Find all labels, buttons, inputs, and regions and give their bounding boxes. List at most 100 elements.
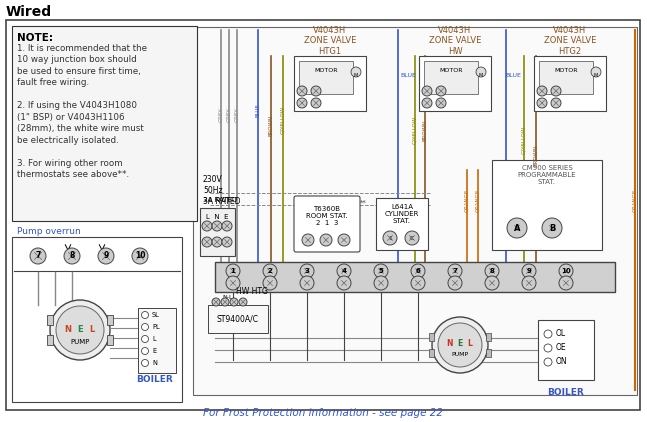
Bar — [534, 56, 606, 111]
Text: **: ** — [360, 200, 367, 206]
Circle shape — [202, 237, 212, 247]
Circle shape — [559, 276, 573, 290]
Text: V4043H
ZONE VALVE
HTG2: V4043H ZONE VALVE HTG2 — [544, 26, 596, 56]
Text: L: L — [152, 336, 156, 342]
Text: 1: 1 — [388, 235, 392, 241]
Text: N-L: N-L — [223, 295, 234, 300]
Circle shape — [297, 98, 307, 108]
Circle shape — [411, 276, 425, 290]
Text: G/YELLOW: G/YELLOW — [281, 106, 285, 134]
Circle shape — [30, 248, 46, 264]
Text: L: L — [89, 325, 94, 335]
Circle shape — [438, 323, 482, 367]
Circle shape — [311, 86, 321, 96]
Text: 7: 7 — [452, 268, 457, 274]
Text: 8: 8 — [69, 252, 74, 260]
Text: 3A RATED: 3A RATED — [203, 197, 237, 203]
Text: SL: SL — [152, 312, 160, 318]
Bar — [107, 335, 113, 345]
Circle shape — [202, 221, 212, 231]
Circle shape — [485, 264, 499, 278]
Text: 1: 1 — [230, 268, 236, 274]
Circle shape — [448, 276, 462, 290]
Text: MOTOR: MOTOR — [554, 68, 578, 73]
FancyBboxPatch shape — [294, 196, 360, 252]
Text: BLUE: BLUE — [505, 73, 521, 78]
Circle shape — [142, 324, 149, 330]
Text: MOTOR: MOTOR — [439, 68, 463, 73]
Circle shape — [222, 221, 232, 231]
Bar — [419, 56, 491, 111]
Circle shape — [263, 276, 277, 290]
Text: V4043H
ZONE VALVE
HTG1: V4043H ZONE VALVE HTG1 — [304, 26, 356, 56]
Text: 1. It is recommended that the
10 way junction box should
be used to ensure first: 1. It is recommended that the 10 way jun… — [17, 44, 147, 179]
Text: L: L — [468, 338, 472, 347]
Bar — [138, 308, 176, 373]
Text: 3: 3 — [305, 268, 309, 274]
Text: BROWN: BROWN — [534, 144, 538, 165]
Circle shape — [300, 276, 314, 290]
Bar — [376, 198, 428, 250]
Bar — [429, 333, 434, 341]
Text: G/YELLOW: G/YELLOW — [521, 126, 527, 154]
Circle shape — [320, 234, 332, 246]
Circle shape — [485, 276, 499, 290]
Text: PUMP: PUMP — [71, 339, 90, 345]
Text: N: N — [152, 360, 157, 366]
Circle shape — [142, 311, 149, 319]
Text: CM900 SERIES
PROGRAMMABLE
STAT.: CM900 SERIES PROGRAMMABLE STAT. — [518, 165, 576, 185]
Text: L  N  E: L N E — [206, 214, 228, 220]
Circle shape — [338, 234, 350, 246]
Text: ORANGE: ORANGE — [633, 188, 637, 211]
Text: 2: 2 — [268, 268, 272, 274]
Text: GREY: GREY — [234, 108, 239, 122]
Circle shape — [351, 67, 361, 77]
Circle shape — [544, 344, 552, 352]
Circle shape — [337, 264, 351, 278]
Text: BLUE: BLUE — [256, 103, 261, 117]
Bar — [47, 335, 53, 345]
Text: Wired: Wired — [6, 5, 52, 19]
Circle shape — [212, 221, 222, 231]
Bar — [193, 27, 637, 395]
Text: E: E — [152, 348, 156, 354]
Circle shape — [476, 67, 486, 77]
Text: V4043H
ZONE VALVE
HW: V4043H ZONE VALVE HW — [429, 26, 481, 56]
Circle shape — [222, 237, 232, 247]
Text: GREY: GREY — [226, 108, 232, 122]
Circle shape — [300, 264, 314, 278]
Circle shape — [142, 347, 149, 354]
Circle shape — [507, 218, 527, 238]
Circle shape — [537, 86, 547, 96]
Circle shape — [544, 330, 552, 338]
Text: B: B — [549, 224, 555, 233]
Text: A: A — [514, 224, 520, 233]
Text: BOILER: BOILER — [547, 388, 584, 397]
Circle shape — [132, 248, 148, 264]
Circle shape — [311, 98, 321, 108]
Bar — [492, 160, 602, 250]
Circle shape — [591, 67, 601, 77]
Text: T6360B
ROOM STAT.
2  1  3: T6360B ROOM STAT. 2 1 3 — [306, 206, 348, 226]
Circle shape — [98, 248, 114, 264]
Circle shape — [226, 276, 240, 290]
Circle shape — [522, 264, 536, 278]
Bar — [299, 61, 353, 94]
Bar — [208, 305, 268, 333]
Text: M: M — [479, 73, 483, 78]
Text: BROWN: BROWN — [422, 119, 428, 141]
Text: E: E — [77, 325, 83, 335]
Text: 230V
50Hz
3A RATED: 230V 50Hz 3A RATED — [203, 175, 241, 206]
Text: ORANGE: ORANGE — [476, 188, 481, 211]
Circle shape — [374, 264, 388, 278]
Text: 9: 9 — [527, 268, 531, 274]
Circle shape — [64, 248, 80, 264]
Circle shape — [374, 276, 388, 290]
Circle shape — [56, 306, 104, 354]
Circle shape — [432, 317, 488, 373]
Text: ON: ON — [556, 357, 567, 366]
Circle shape — [422, 98, 432, 108]
Text: OE: OE — [556, 344, 567, 352]
Circle shape — [542, 218, 562, 238]
Circle shape — [559, 264, 573, 278]
